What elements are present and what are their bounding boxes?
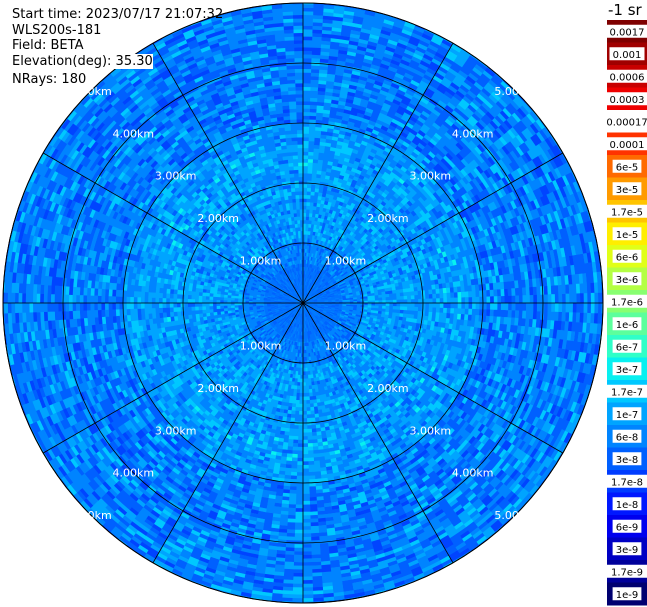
beta-gates [3, 3, 598, 603]
colorbar-label-bg [612, 429, 642, 443]
colorbar-tick-label: 6e-8 [616, 432, 639, 443]
colorbar-tick-label: 0.0003 [610, 95, 645, 106]
ring-label-4km: 4.00km [113, 467, 155, 480]
azimuth-line-60 [302, 152, 564, 304]
colorbar-label-bg [607, 92, 647, 106]
colorbar-label-bg [607, 294, 647, 308]
colorbar-label-bg [612, 362, 642, 376]
colorbar-label-bg [609, 47, 645, 61]
colorbar-tick-label: 0.00017 [607, 117, 647, 128]
ring-label-3km: 3.00km [155, 170, 197, 183]
colorbar-tick-label: 1e-8 [616, 500, 639, 511]
field-label: Field: BETA [12, 38, 84, 53]
colorbar-tick-label: 3e-6 [616, 275, 639, 286]
colorbar-label-bg [607, 24, 647, 38]
colorbar-label-bg [612, 452, 642, 466]
colorbar-tick-label: 0.0017 [610, 27, 645, 38]
elevation-label: Elevation(deg): 35.30 [12, 54, 153, 69]
ppi-plot: 1.00km 1.00km 1.00km 1.00km 2.00km 2.00km 2.00… [2, 2, 604, 604]
start-time-label: Start time: 2023/07/17 21:07:32 [12, 7, 224, 22]
ring-label-4km: 4.00km [452, 127, 494, 140]
colorbar-label-bg [612, 249, 642, 263]
colorbar-label-bg [612, 339, 642, 353]
colorbar-label-bg [607, 69, 647, 83]
ring-label-1km: 1.00km [325, 339, 367, 352]
colorbar-label-bg [607, 384, 647, 398]
ring-label-1km: 1.00km [240, 255, 282, 268]
colorbar-tick-label: 1e-5 [616, 230, 639, 241]
colorbar-tick-label: 1.7e-7 [611, 387, 643, 398]
colorbar-label-bg [612, 272, 642, 286]
colorbar-label-bg [612, 227, 642, 241]
colorbar-label-bg [612, 182, 642, 196]
nrays-label: NRays: 180 [12, 72, 87, 87]
azimuth-line-210 [152, 302, 304, 564]
beta-gates [3, 3, 603, 603]
colorbar-tick-label: 1e-9 [616, 590, 639, 601]
ring-label-1km: 1.00km [325, 255, 367, 268]
azimuth-line-300 [42, 152, 304, 304]
colorbar-label-bg [607, 474, 647, 488]
colorbar-label-bg [612, 317, 642, 331]
ring-label-2km: 2.00km [197, 382, 239, 395]
ring-label-4km: 4.00km [113, 127, 155, 140]
azimuth-line-240 [42, 302, 304, 454]
colorbar-tick-label: 3e-7 [616, 365, 639, 376]
colorbar-tick-label: 1.7e-8 [611, 477, 643, 488]
colorbar-tick-label: 1.7e-6 [611, 297, 643, 308]
colorbar-tick-label: 3e-9 [616, 545, 639, 556]
ring-label-5km: 5.00km [70, 509, 112, 522]
colorbar-tick-label: 6e-9 [616, 522, 639, 533]
colorbar-label-bg [607, 564, 647, 578]
colorbar-tick-label: 3e-5 [616, 185, 639, 196]
ring-label-3km: 3.00km [155, 424, 197, 437]
ring-label-3km: 3.00km [409, 424, 451, 437]
colorbar-tick-label: 3e-8 [616, 455, 639, 466]
ring-label-4km: 4.00km [452, 467, 494, 480]
colorbar-tick-label: 1.7e-5 [611, 207, 643, 218]
ring-label-5km: 5.00km [494, 85, 536, 98]
colorbar-unit-title: -1 sr [608, 1, 643, 19]
azimuth-line-150 [302, 302, 454, 564]
colorbar-label-bg [612, 587, 642, 601]
ring-label-2km: 2.00km [197, 212, 239, 225]
colorbar-tick-label: 0.0006 [610, 72, 645, 83]
azimuth-line-330 [152, 42, 304, 304]
colorbar-label-bg [612, 519, 642, 533]
ring-label-2km: 2.00km [367, 212, 409, 225]
azimuth-line-120 [302, 302, 564, 454]
ring-label-2km: 2.00km [367, 382, 409, 395]
colorbar-tick-label: 0.001 [613, 50, 642, 61]
colorbar-label-bg [607, 114, 647, 128]
colorbar-label-bg [612, 159, 642, 173]
ring-label-1km: 1.00km [240, 339, 282, 352]
colorbar-tick-label: 1.7e-9 [611, 567, 643, 578]
colorbar-label-bg [607, 137, 647, 151]
azimuth-line-30 [302, 42, 454, 304]
ring-label-5km: 5.00km [70, 85, 112, 98]
colorbar-tick-label: 6e-5 [616, 162, 639, 173]
colorbar-tick-label: 0.0001 [610, 140, 645, 151]
colorbar-label-bg [607, 204, 647, 218]
colorbar-tick-label: 6e-6 [616, 252, 639, 263]
colorbar-label-bg [612, 542, 642, 556]
colorbar-tick-label: 6e-7 [616, 342, 639, 353]
colorbar: -1 sr 0.0017 0.001 0.0006 0.0003 0.00017 0.000… [607, 1, 647, 606]
colorbar-label-bg [612, 497, 642, 511]
colorbar-tick-label: 1e-7 [616, 410, 639, 421]
ring-label-3km: 3.00km [409, 170, 451, 183]
instrument-label: WLS200s-181 [12, 23, 102, 38]
colorbar-label-bg [612, 407, 642, 421]
ring-label-5km: 5.00km [494, 509, 536, 522]
colorbar-tick-label: 1e-6 [616, 320, 639, 331]
